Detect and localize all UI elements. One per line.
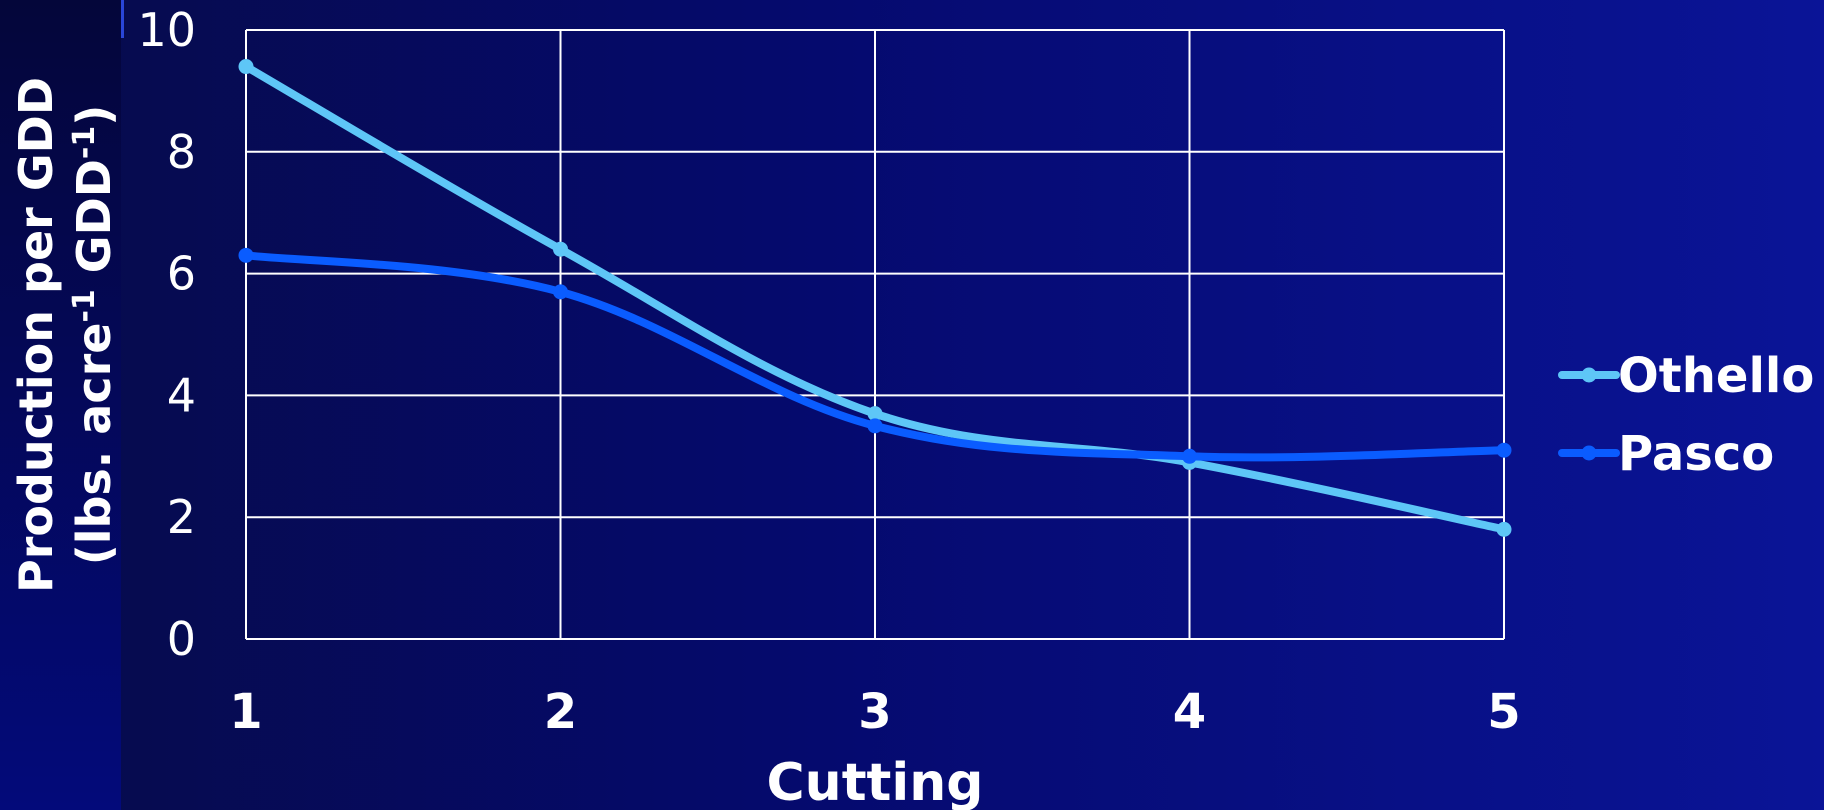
y-tick-label: 8 bbox=[167, 125, 196, 179]
legend-swatch-marker bbox=[1581, 367, 1597, 383]
left-decorative-band bbox=[0, 0, 121, 810]
data-point-othello bbox=[238, 59, 254, 75]
x-tick-label: 5 bbox=[1487, 684, 1520, 740]
series-pasco bbox=[238, 247, 1512, 464]
series-layer bbox=[238, 59, 1512, 537]
grid-lines bbox=[245, 29, 1505, 640]
y-axis-label-line2: (lbs. acre-1 GDD-1) bbox=[67, 105, 121, 566]
legend: Othello Pasco bbox=[1558, 348, 1814, 482]
series-othello bbox=[238, 59, 1512, 537]
y-axis-label-line2-mid: GDD bbox=[67, 159, 121, 289]
y-axis-label-sup1: -1 bbox=[67, 289, 102, 322]
legend-swatch-marker bbox=[1581, 445, 1597, 461]
x-axis-label: Cutting bbox=[767, 753, 984, 810]
data-point-pasco bbox=[1496, 442, 1512, 458]
y-tick-label: 6 bbox=[167, 247, 196, 301]
y-axis-label: Production per GDD (lbs. acre-1 GDD-1) bbox=[9, 77, 121, 593]
y-tick-label: 0 bbox=[167, 612, 196, 666]
y-tick-label: 10 bbox=[137, 3, 196, 57]
legend-label: Othello bbox=[1618, 348, 1814, 404]
y-axis-label-line1: Production per GDD bbox=[9, 77, 63, 593]
data-point-othello bbox=[867, 406, 883, 422]
legend-label: Pasco bbox=[1618, 426, 1774, 482]
legend-item-othello: Othello bbox=[1558, 348, 1814, 404]
data-point-pasco bbox=[1182, 448, 1197, 464]
data-point-pasco bbox=[867, 418, 883, 434]
y-axis-label-sup2: -1 bbox=[67, 126, 102, 159]
x-tick-label: 1 bbox=[229, 684, 262, 740]
x-tick-label: 4 bbox=[1173, 684, 1206, 740]
y-tick-label: 2 bbox=[167, 490, 196, 544]
x-tick-label: 2 bbox=[544, 684, 577, 740]
y-axis-ticks: 0 2 4 6 8 10 bbox=[137, 3, 196, 666]
y-axis-label-line2-prefix: (lbs. acre bbox=[67, 323, 121, 566]
y-axis-label-line2-suffix: ) bbox=[67, 105, 121, 126]
data-point-othello bbox=[1496, 521, 1512, 537]
series-line-othello bbox=[242, 62, 1508, 534]
data-point-pasco bbox=[553, 284, 568, 300]
y-tick-label: 4 bbox=[167, 368, 196, 422]
data-point-othello bbox=[553, 241, 568, 257]
data-point-pasco bbox=[238, 247, 254, 263]
x-tick-label: 3 bbox=[858, 684, 891, 740]
legend-item-pasco: Pasco bbox=[1558, 426, 1774, 482]
x-axis-ticks: 1 2 3 4 5 bbox=[229, 684, 1520, 740]
band-accent-line bbox=[121, 0, 124, 38]
